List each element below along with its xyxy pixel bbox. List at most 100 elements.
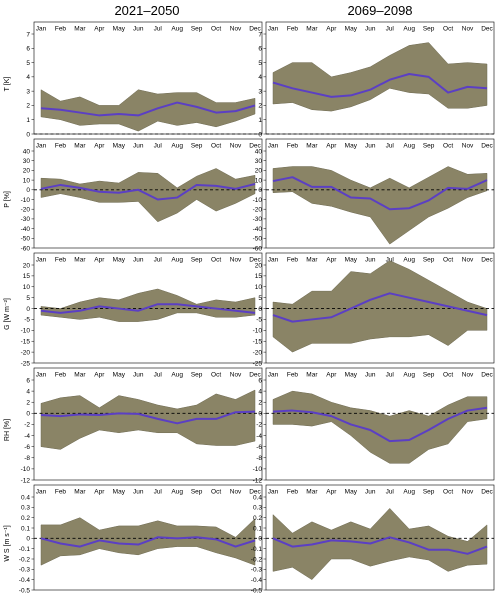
y-tick-label: 0: [258, 411, 262, 418]
y-tick-label: -10: [21, 197, 31, 204]
panel: Jan Feb Mar Apr May Jun Jul Aug Sep Oct Nov Dec 0 1 2 3…: [26, 21, 263, 138]
month-tick-label: Mar: [74, 489, 86, 496]
month-tick-label: Dec: [249, 257, 261, 264]
month-tick-label: Mar: [74, 372, 86, 379]
month-tick-label: Apr: [326, 26, 337, 33]
month-tick-label: Mar: [306, 257, 318, 264]
panel-frame: [265, 21, 495, 135]
month-tick-label: Apr: [326, 257, 337, 264]
y-tick-label: -2: [256, 422, 262, 429]
month-tick-label: Feb: [287, 372, 299, 379]
mean-line: [40, 101, 256, 117]
y-tick-label: 10: [255, 177, 263, 184]
y-tick-label: 0: [258, 536, 262, 543]
y-tick-label: 0: [258, 131, 262, 138]
y-tick-label: -0.2: [19, 556, 31, 563]
month-tick-label: Sep: [423, 489, 435, 496]
month-tick-label: Apr: [94, 489, 105, 496]
month-tick-label: Feb: [55, 257, 67, 264]
panel-frame: [33, 252, 263, 364]
y-tick-label: -5: [256, 317, 262, 324]
mean-line: [272, 292, 488, 323]
month-tick-label: Nov: [462, 489, 474, 496]
y-tick-label: 2: [258, 103, 262, 110]
y-axis-label: T [K]: [4, 77, 11, 92]
y-tick-label: -5: [24, 317, 30, 324]
month-tick-label: Jan: [268, 489, 279, 496]
y-tick-label: -30: [253, 216, 263, 223]
month-tick-label: Sep: [423, 26, 435, 33]
month-tick-label: Oct: [443, 372, 453, 379]
month-tick-label: Mar: [306, 372, 318, 379]
month-tick-label: Jan: [268, 26, 279, 33]
month-tick-label: Aug: [171, 257, 183, 264]
y-tick-label: 0: [26, 306, 30, 313]
month-tick-label: Nov: [462, 26, 474, 33]
mean-line: [40, 183, 256, 201]
month-tick-label: Oct: [443, 143, 453, 150]
month-tick-label: Oct: [211, 143, 221, 150]
y-tick-label: 7: [26, 31, 30, 38]
y-tick-label: 4: [258, 388, 262, 395]
y-tick-label: -0.2: [251, 556, 263, 563]
range-band: [40, 389, 256, 450]
y-tick-label: -60: [21, 245, 31, 252]
month-tick-label: Jul: [154, 489, 163, 496]
month-tick-label: Dec: [249, 26, 261, 33]
y-tick-label: -0.5: [19, 587, 31, 594]
y-tick-label: 0.3: [253, 505, 262, 512]
month-tick-label: Jun: [365, 143, 376, 150]
mean-line: [272, 536, 488, 555]
month-tick-label: Aug: [171, 143, 183, 150]
month-tick-label: Aug: [171, 26, 183, 33]
month-tick-label: Apr: [326, 372, 337, 379]
y-tick-label: 30: [23, 158, 31, 165]
month-tick-label: Nov: [230, 257, 242, 264]
panel: Jan Feb Mar Apr May Jun Jul Aug Sep Oct Nov Dec 0 1 2 3…: [258, 21, 495, 138]
panel-frame: [33, 367, 263, 481]
y-tick-label: 0.2: [253, 515, 262, 522]
month-tick-label: Feb: [287, 257, 299, 264]
month-tick-label: Feb: [55, 489, 67, 496]
panel-frame: [33, 138, 263, 249]
y-tick-label: 4: [258, 74, 262, 81]
y-tick-label: -12: [253, 477, 263, 484]
month-tick-label: Aug: [171, 489, 183, 496]
month-tick-label: Feb: [55, 143, 67, 150]
month-tick-label: Jan: [268, 143, 279, 150]
mean-line: [40, 303, 256, 314]
month-tick-label: Jun: [133, 143, 144, 150]
range-band: [272, 42, 488, 112]
month-tick-label: Feb: [55, 26, 67, 33]
month-tick-label: Sep: [423, 372, 435, 379]
month-tick-label: Mar: [74, 26, 86, 33]
range-band: [272, 390, 488, 464]
y-tick-label: -6: [24, 444, 30, 451]
month-tick-label: Dec: [481, 143, 493, 150]
y-tick-label: 20: [255, 168, 263, 175]
y-tick-label: -40: [253, 226, 263, 233]
panel: Jan Feb Mar Apr May Jun Jul Aug Sep Oct Nov Dec -60 -…: [21, 138, 263, 252]
range-band: [40, 288, 256, 322]
y-tick-label: -10: [253, 197, 263, 204]
month-tick-label: Jul: [154, 372, 163, 379]
month-tick-label: Mar: [306, 489, 318, 496]
month-tick-label: Sep: [423, 257, 435, 264]
y-tick-label: 0: [26, 411, 30, 418]
y-tick-label: -6: [256, 444, 262, 451]
month-tick-label: May: [345, 143, 358, 150]
month-tick-label: Apr: [94, 143, 105, 150]
y-tick-label: -60: [253, 245, 263, 252]
range-band: [272, 508, 488, 580]
y-tick-label: 4: [26, 388, 30, 395]
y-tick-label: -20: [253, 349, 263, 356]
month-tick-label: Jul: [154, 143, 163, 150]
month-tick-label: May: [345, 372, 358, 379]
y-tick-label: -0.4: [19, 577, 31, 584]
month-tick-label: Dec: [481, 489, 493, 496]
mean-line: [272, 176, 488, 211]
y-tick-label: -0.3: [251, 567, 263, 574]
month-tick-label: Jun: [365, 26, 376, 33]
month-tick-label: Aug: [403, 372, 415, 379]
month-tick-label: Jul: [154, 257, 163, 264]
